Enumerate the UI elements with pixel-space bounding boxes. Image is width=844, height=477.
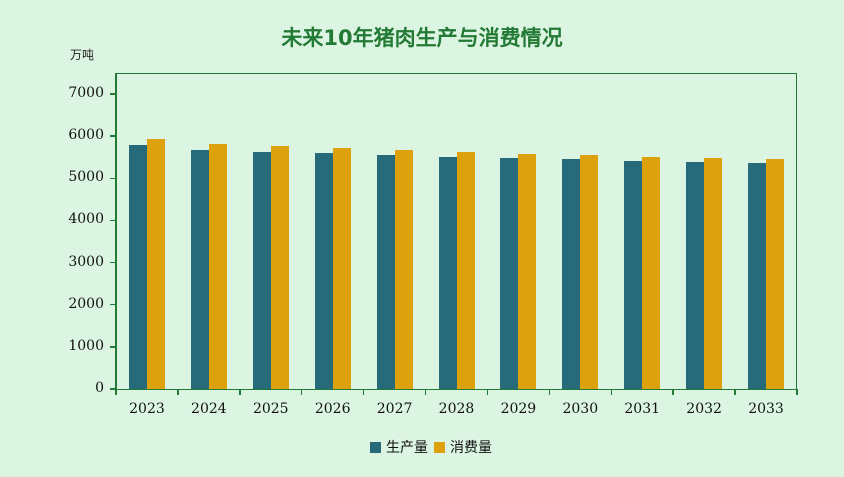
x-tick-label: 2024 xyxy=(191,401,227,417)
bar-production-2028 xyxy=(438,157,457,389)
x-tick xyxy=(486,389,489,395)
x-tick xyxy=(672,389,674,395)
x-tick-label: 2028 xyxy=(438,401,475,417)
legend-swatch-production xyxy=(370,441,381,453)
bar-consumption-2032 xyxy=(704,158,723,389)
y-tick xyxy=(110,219,116,222)
x-tick-label: 2033 xyxy=(748,401,784,417)
x-tick xyxy=(424,389,427,395)
y-tick xyxy=(110,303,116,306)
y-tick xyxy=(110,261,116,264)
bar-consumption-2033 xyxy=(766,158,785,389)
y-tick-label: 6000 xyxy=(68,127,104,144)
bar-production-2033 xyxy=(748,162,767,389)
y-tick-label: 0 xyxy=(95,380,104,396)
bar-consumption-2027 xyxy=(394,150,413,389)
x-tick-label: 2027 xyxy=(376,401,413,417)
legend-item-production[interactable]: 生产量 xyxy=(370,437,428,457)
bar-production-2023 xyxy=(128,144,147,389)
x-axis-line xyxy=(110,388,797,390)
plot-area xyxy=(116,73,797,389)
x-tick xyxy=(177,389,179,395)
bar-consumption-2026 xyxy=(332,147,351,389)
x-tick xyxy=(362,389,365,395)
bar-consumption-2023 xyxy=(146,138,165,389)
bar-production-2032 xyxy=(686,162,705,389)
bar-production-2029 xyxy=(500,158,519,389)
bar-consumption-2025 xyxy=(270,146,289,389)
bar-consumption-2024 xyxy=(208,143,227,389)
y-axis-unit-label: 万吨 xyxy=(70,48,95,62)
y-tick xyxy=(110,177,116,180)
bar-production-2026 xyxy=(314,153,333,389)
y-tick xyxy=(110,346,116,348)
legend-item-consumption[interactable]: 消费量 xyxy=(434,437,492,457)
bar-consumption-2031 xyxy=(642,157,661,389)
bar-production-2031 xyxy=(624,161,643,389)
legend: 生产量 消费量 xyxy=(370,437,498,457)
y-tick-label: 7000 xyxy=(68,85,104,101)
x-tick-label: 2025 xyxy=(252,401,289,417)
x-tick-label: 2031 xyxy=(624,401,661,417)
y-axis-line xyxy=(115,73,117,390)
x-tick-label: 2029 xyxy=(500,401,537,417)
legend-label-production: 生产量 xyxy=(386,440,428,456)
legend-label-consumption: 消费量 xyxy=(450,440,492,456)
bar-production-2025 xyxy=(252,151,271,389)
x-tick xyxy=(548,389,551,395)
x-tick-label: 2030 xyxy=(562,401,599,417)
x-tick xyxy=(300,389,303,395)
bar-consumption-2030 xyxy=(580,154,599,389)
y-tick-label: 2000 xyxy=(68,295,104,312)
x-tick xyxy=(796,389,798,395)
x-tick xyxy=(610,389,613,395)
y-tick xyxy=(110,93,116,95)
bar-production-2024 xyxy=(190,150,209,389)
x-tick xyxy=(239,389,241,395)
y-tick-label: 1000 xyxy=(68,337,104,354)
bar-consumption-2029 xyxy=(518,153,537,389)
x-tick-label: 2023 xyxy=(129,401,165,417)
bar-consumption-2028 xyxy=(456,151,475,389)
y-tick-label: 3000 xyxy=(68,253,104,270)
chart-title: 未来10年猪肉生产与消费情况 xyxy=(281,26,563,50)
x-tick-label: 2032 xyxy=(686,401,722,417)
y-tick xyxy=(110,135,116,137)
y-tick-label: 5000 xyxy=(68,169,104,186)
bar-production-2027 xyxy=(376,154,395,389)
x-tick-label: 2026 xyxy=(314,401,351,417)
y-tick-label: 4000 xyxy=(68,211,104,228)
x-tick xyxy=(734,389,736,395)
bar-production-2030 xyxy=(562,158,581,389)
legend-swatch-consumption xyxy=(434,441,445,453)
x-tick xyxy=(115,389,117,395)
